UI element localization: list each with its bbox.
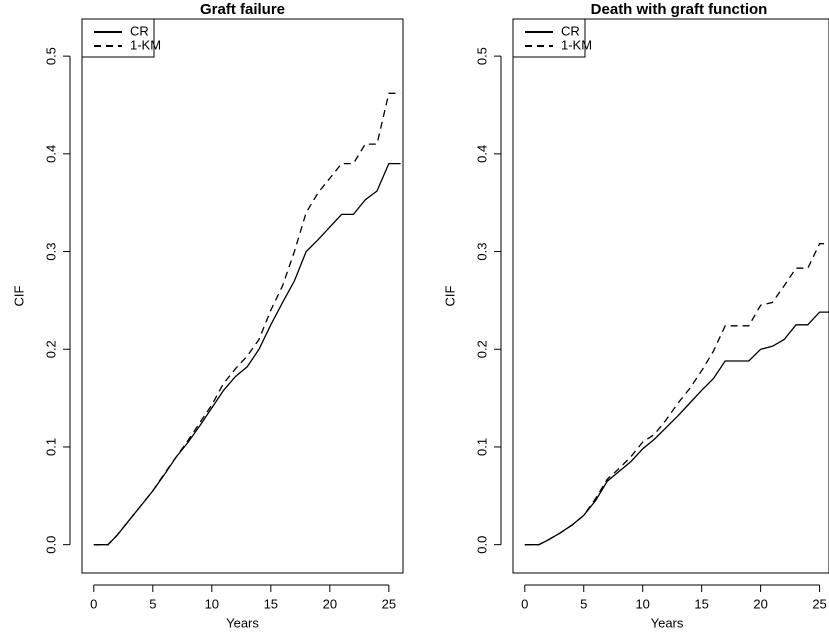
x-tick-label: 15 — [694, 596, 708, 611]
y-tick-label: 0.2 — [474, 340, 489, 358]
x-tick-label: 20 — [753, 596, 767, 611]
chart-title: Death with graft function — [591, 1, 768, 18]
y-tick-label: 0.5 — [43, 47, 58, 65]
y-tick-label: 0.5 — [474, 47, 489, 65]
x-tick-label: 20 — [323, 596, 337, 611]
legend-box — [81, 18, 155, 58]
legend-label: 1-KM — [130, 37, 161, 52]
y-tick-label: 0.2 — [43, 340, 58, 358]
legend-box — [512, 18, 586, 58]
plot-frame — [512, 18, 829, 574]
x-tick-label: 5 — [149, 596, 156, 611]
y-axis-label: CIF — [442, 285, 457, 306]
y-axis-label: CIF — [11, 285, 26, 306]
x-tick-label: 15 — [264, 596, 278, 611]
y-tick-label: 0.1 — [43, 438, 58, 456]
chart-title: Graft failure — [200, 1, 285, 18]
series-line — [524, 243, 829, 546]
x-tick-label: 25 — [812, 596, 826, 611]
x-tick-label: 0 — [521, 596, 528, 611]
x-tick-label: 5 — [580, 596, 587, 611]
series-line — [93, 92, 401, 546]
y-tick-label: 0.4 — [474, 145, 489, 163]
y-tick-label: 0.1 — [474, 438, 489, 456]
legend-label: 1-KM — [561, 37, 592, 52]
x-tick-label: 10 — [205, 596, 219, 611]
y-tick-label: 0.0 — [474, 536, 489, 554]
y-tick-label: 0.3 — [474, 243, 489, 261]
legend-label: CR — [130, 23, 149, 38]
x-tick-label: 0 — [90, 596, 97, 611]
legend-label: CR — [561, 23, 580, 38]
plot-frame — [81, 18, 404, 574]
panel: Graft failure Years CIF 0 5 10 15 20 25 0.0 0.1 0.2… — [11, 1, 404, 630]
y-tick-label: 0.4 — [43, 145, 58, 163]
y-tick-label: 0.0 — [43, 536, 58, 554]
x-tick-label: 25 — [382, 596, 396, 611]
x-tick-label: 10 — [635, 596, 649, 611]
x-axis-label: Years — [651, 615, 684, 630]
y-tick-label: 0.3 — [43, 243, 58, 261]
series-line — [93, 162, 401, 546]
series-line — [524, 311, 829, 546]
x-axis-label: Years — [226, 615, 259, 630]
panel: Death with graft function Years CIF 0 5 10 15 2… — [442, 1, 829, 630]
